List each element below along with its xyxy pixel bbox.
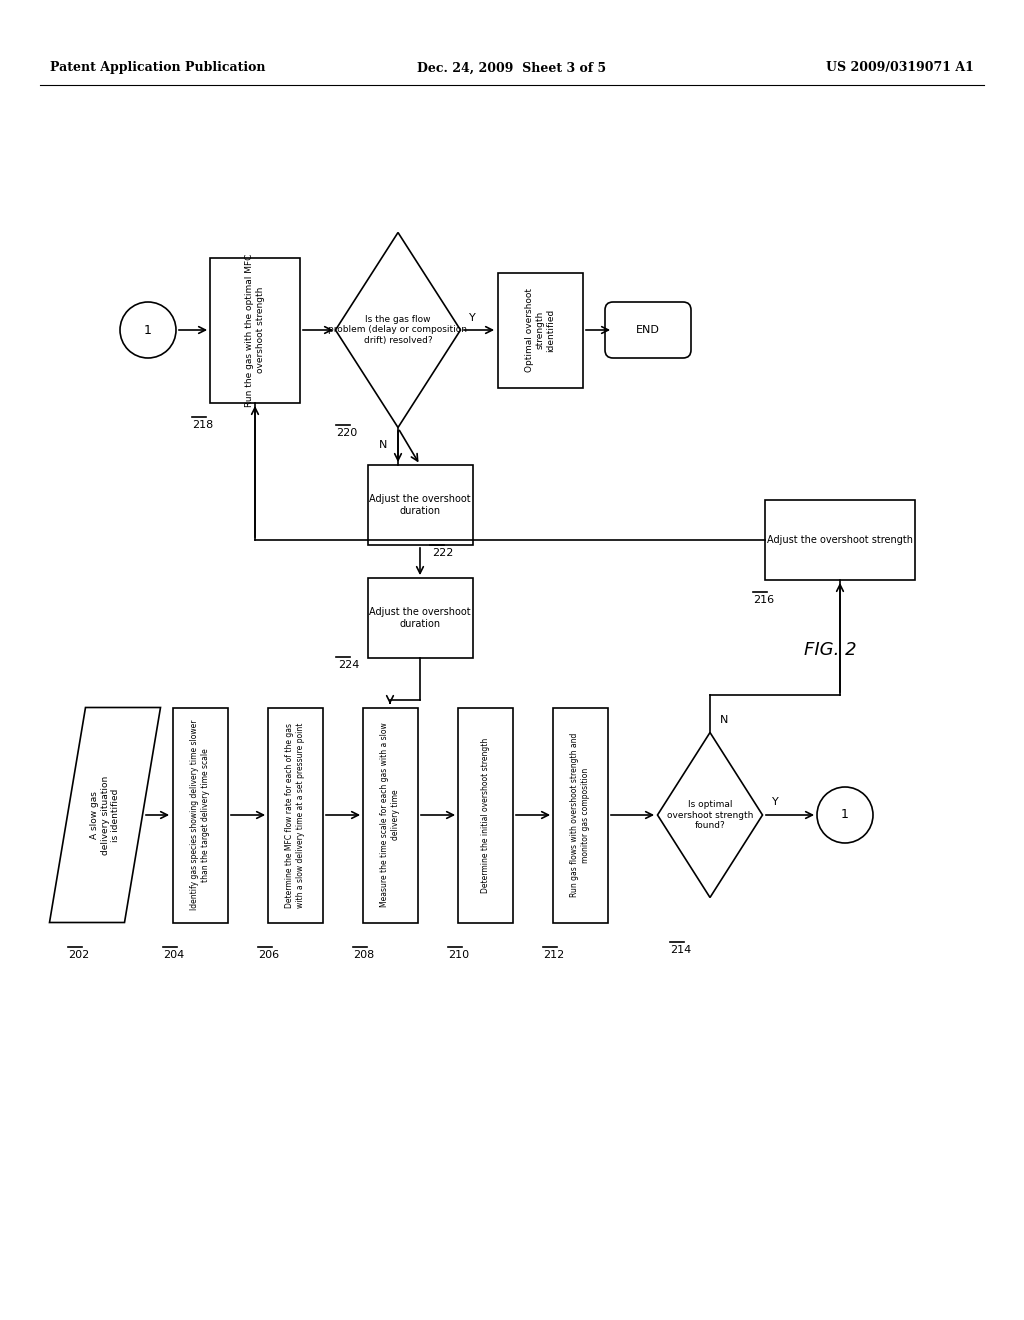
Text: 210: 210 xyxy=(449,950,469,960)
Text: US 2009/0319071 A1: US 2009/0319071 A1 xyxy=(826,62,974,74)
Text: 222: 222 xyxy=(432,548,454,558)
Text: 208: 208 xyxy=(353,950,374,960)
Text: 204: 204 xyxy=(163,950,184,960)
Polygon shape xyxy=(657,733,763,898)
Bar xyxy=(458,708,512,923)
Text: Dec. 24, 2009  Sheet 3 of 5: Dec. 24, 2009 Sheet 3 of 5 xyxy=(418,62,606,74)
Text: Measure the time scale for each gas with a slow
delivery time: Measure the time scale for each gas with… xyxy=(380,722,399,907)
Bar xyxy=(267,708,323,923)
Text: Patent Application Publication: Patent Application Publication xyxy=(50,62,265,74)
Text: Adjust the overshoot
duration: Adjust the overshoot duration xyxy=(370,607,471,628)
Bar xyxy=(210,257,300,403)
Text: N: N xyxy=(720,715,728,725)
Text: 202: 202 xyxy=(68,950,89,960)
Bar xyxy=(172,708,227,923)
Text: Y: Y xyxy=(772,797,778,807)
Text: FIG. 2: FIG. 2 xyxy=(804,642,856,659)
Text: 218: 218 xyxy=(193,420,213,430)
Bar xyxy=(498,272,583,388)
Bar xyxy=(553,708,607,923)
Text: 206: 206 xyxy=(258,950,280,960)
Polygon shape xyxy=(336,232,461,428)
Bar xyxy=(368,465,472,545)
Text: 220: 220 xyxy=(336,428,357,438)
Text: Run gas flows with overshoot strength and
monitor gas composition: Run gas flows with overshoot strength an… xyxy=(570,733,590,898)
Bar xyxy=(765,500,915,579)
Text: 1: 1 xyxy=(841,808,849,821)
Text: Run the gas with the optimal MFC
overshoot strength: Run the gas with the optimal MFC oversho… xyxy=(246,253,264,407)
Text: N: N xyxy=(379,440,387,450)
Polygon shape xyxy=(49,708,161,923)
Text: 214: 214 xyxy=(670,945,691,954)
Text: 212: 212 xyxy=(543,950,564,960)
Circle shape xyxy=(120,302,176,358)
Text: Is optimal
overshoot strength
found?: Is optimal overshoot strength found? xyxy=(667,800,754,830)
Text: Y: Y xyxy=(469,313,476,323)
Text: 1: 1 xyxy=(144,323,152,337)
Text: Adjust the overshoot
duration: Adjust the overshoot duration xyxy=(370,494,471,516)
Text: 224: 224 xyxy=(338,660,359,671)
Text: Is the gas flow
problem (delay or composition
drift) resolved?: Is the gas flow problem (delay or compos… xyxy=(329,315,468,345)
Text: END: END xyxy=(636,325,659,335)
Bar xyxy=(362,708,418,923)
Text: 216: 216 xyxy=(753,595,774,605)
Text: Optimal overshoot
strength
identified: Optimal overshoot strength identified xyxy=(525,288,555,372)
Bar xyxy=(368,578,472,657)
Circle shape xyxy=(817,787,873,843)
Text: A slow gas
delivery situation
is identified: A slow gas delivery situation is identif… xyxy=(90,775,120,854)
Text: Determine the MFC flow rate for each of the gas
with a slow delivery time at a s: Determine the MFC flow rate for each of … xyxy=(286,722,305,908)
Text: Adjust the overshoot strength: Adjust the overshoot strength xyxy=(767,535,913,545)
Text: Determine the initial overshoot strength: Determine the initial overshoot strength xyxy=(480,738,489,892)
FancyBboxPatch shape xyxy=(605,302,691,358)
Text: Identify gas species showing delivery time slower
than the target delivery time : Identify gas species showing delivery ti… xyxy=(190,719,210,911)
